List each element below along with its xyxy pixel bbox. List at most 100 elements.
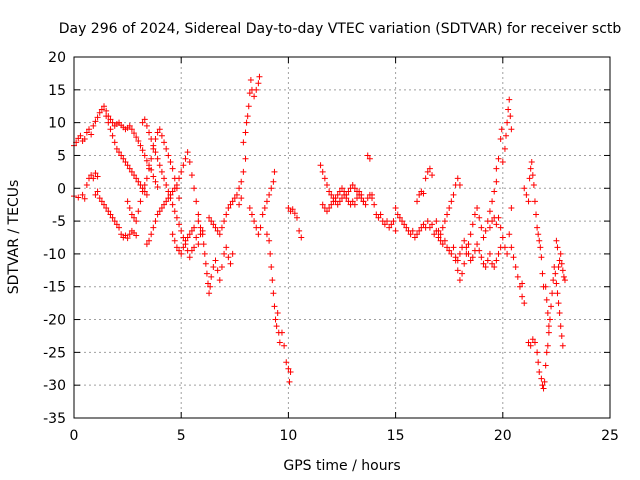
data-point	[463, 244, 470, 251]
data-point	[534, 349, 541, 356]
chart-title: Day 296 of 2024, Sidereal Day-to-day VTE…	[59, 21, 622, 37]
series-sat-o	[317, 162, 376, 208]
y-tick-label: -5	[52, 214, 66, 230]
data-point	[416, 191, 423, 198]
data-point	[103, 107, 110, 114]
data-point	[556, 309, 563, 316]
data-point	[544, 309, 551, 316]
data-point	[478, 254, 485, 261]
data-point	[495, 214, 502, 221]
data-point	[381, 221, 388, 228]
data-point	[75, 194, 82, 201]
data-point	[171, 208, 178, 215]
data-point	[273, 323, 280, 330]
data-point	[105, 119, 112, 126]
data-point	[126, 204, 133, 211]
data-point	[497, 136, 504, 143]
data-point	[103, 113, 110, 120]
data-point	[471, 211, 478, 218]
data-point	[94, 188, 101, 195]
data-point	[169, 188, 176, 195]
data-point	[339, 185, 345, 192]
data-point	[501, 244, 508, 251]
data-point	[165, 152, 172, 159]
data-point	[536, 369, 543, 376]
data-point	[210, 264, 217, 271]
data-point	[489, 218, 496, 225]
data-point	[221, 250, 228, 257]
data-point	[544, 342, 551, 349]
data-point	[256, 73, 263, 80]
data-point	[206, 214, 213, 221]
data-point	[452, 257, 459, 264]
data-point	[143, 157, 150, 164]
data-point	[81, 136, 88, 143]
series-sat-a	[71, 103, 161, 190]
data-point	[272, 316, 279, 323]
data-point	[281, 342, 288, 349]
data-point	[244, 113, 251, 120]
data-point	[158, 132, 165, 139]
data-point	[349, 181, 356, 188]
data-point	[171, 237, 178, 244]
data-point	[461, 237, 468, 244]
data-point	[323, 208, 330, 215]
y-axis-label: SDTVAR / TECUs	[6, 180, 22, 295]
data-point	[163, 145, 170, 152]
data-point	[122, 159, 129, 166]
data-point	[227, 201, 234, 208]
series-sat-e	[124, 126, 183, 225]
data-point	[261, 204, 268, 211]
data-point	[467, 257, 474, 264]
data-point	[396, 214, 403, 221]
data-point	[557, 250, 564, 257]
data-point	[180, 162, 187, 169]
data-point	[416, 227, 423, 234]
data-point	[199, 231, 206, 238]
data-point	[178, 227, 185, 234]
data-point	[507, 113, 514, 120]
data-point	[92, 170, 99, 177]
data-point	[152, 149, 159, 156]
data-point	[499, 159, 506, 166]
data-point	[530, 181, 537, 188]
data-point	[519, 280, 526, 287]
data-point	[124, 162, 131, 169]
series-sat-r	[392, 204, 440, 241]
data-point	[386, 224, 393, 231]
data-point	[463, 250, 470, 257]
data-point	[200, 241, 207, 248]
data-point	[92, 191, 99, 198]
data-point	[533, 211, 540, 218]
data-point	[456, 250, 463, 257]
data-point	[212, 257, 219, 264]
data-point	[107, 116, 114, 123]
data-point	[173, 244, 180, 251]
data-point	[131, 214, 138, 221]
data-point	[298, 234, 305, 241]
data-point	[558, 260, 565, 267]
data-point	[510, 254, 517, 261]
data-point	[319, 168, 326, 175]
data-point	[291, 210, 298, 217]
data-point	[146, 165, 153, 172]
data-point	[270, 290, 277, 297]
data-point	[173, 214, 180, 221]
y-tick-label: 15	[48, 83, 66, 99]
data-point	[429, 172, 436, 179]
data-point	[268, 264, 275, 271]
data-point	[557, 323, 564, 330]
data-point	[399, 218, 406, 225]
data-point	[207, 283, 214, 290]
series-sat-q	[364, 152, 399, 234]
data-point	[358, 195, 365, 202]
data-point	[439, 241, 446, 248]
series-sat-w	[506, 204, 528, 307]
data-point	[491, 264, 498, 271]
data-point	[218, 224, 225, 231]
data-point	[143, 191, 150, 198]
data-point	[126, 165, 133, 172]
data-point	[283, 359, 290, 366]
data-point	[499, 234, 506, 241]
data-point	[128, 168, 135, 175]
